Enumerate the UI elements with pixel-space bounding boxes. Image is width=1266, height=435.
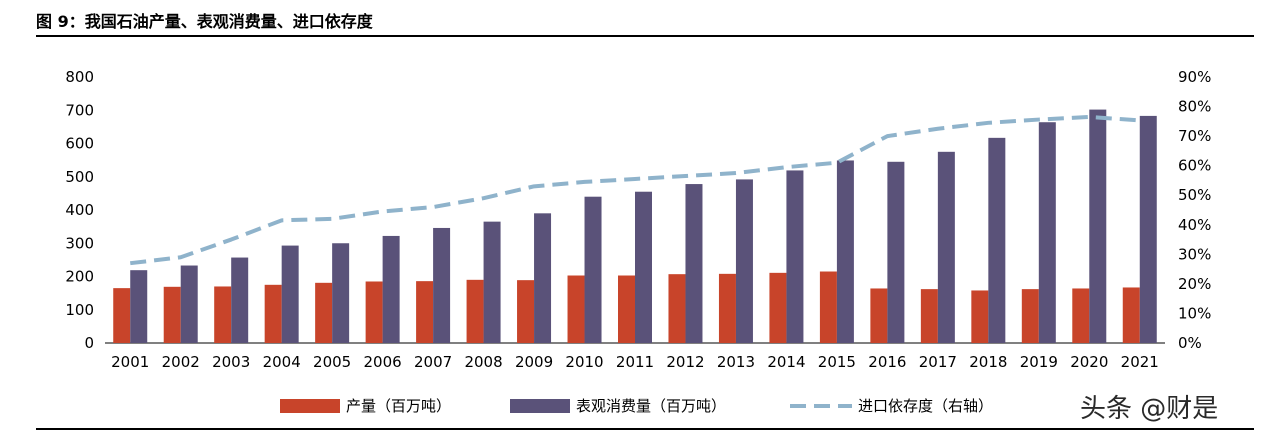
x-tick-label: 2008 xyxy=(464,353,502,371)
x-tick-label: 2009 xyxy=(515,353,553,371)
consumption-bar xyxy=(635,191,652,343)
x-tick-label: 2011 xyxy=(616,353,654,371)
legend-label-consumption: 表观消费量（百万吨） xyxy=(576,397,726,415)
x-tick-label: 2005 xyxy=(313,353,351,371)
x-tick-label: 2007 xyxy=(414,353,452,371)
consumption-bar xyxy=(735,179,753,343)
consumption-bar xyxy=(332,243,350,343)
right-axis: 0% 10% 20% 30% 40% 50% 60% 70% 80% 90% xyxy=(1178,68,1211,352)
consumption-bar xyxy=(836,160,854,343)
consumption-bar xyxy=(281,245,299,343)
consumption-bar xyxy=(1038,122,1056,343)
right-tick-label: 0% xyxy=(1178,334,1202,352)
right-tick-label: 80% xyxy=(1178,98,1211,116)
production-bar xyxy=(567,275,585,343)
production-bar xyxy=(920,289,938,343)
left-tick-label: 100 xyxy=(65,301,94,319)
right-tick-label: 70% xyxy=(1178,127,1211,145)
production-bar xyxy=(264,284,282,343)
legend: 产量（百万吨） 表观消费量（百万吨） 进口依存度（右轴） xyxy=(280,397,993,415)
consumption-bar xyxy=(988,137,1006,343)
consumption-bar xyxy=(1089,109,1107,344)
consumption-bar xyxy=(786,170,804,343)
legend-swatch-production xyxy=(280,399,340,413)
x-tick-label: 2004 xyxy=(263,353,301,371)
production-bar xyxy=(971,290,989,343)
right-tick-label: 60% xyxy=(1178,157,1211,175)
left-axis: 0 100 200 300 400 500 600 700 800 xyxy=(65,68,94,352)
consumption-bar xyxy=(937,151,955,343)
left-tick-label: 0 xyxy=(84,334,94,352)
production-bar xyxy=(718,273,736,343)
consumption-bar xyxy=(433,227,451,343)
x-tick-label: 2020 xyxy=(1070,353,1108,371)
production-bar xyxy=(1021,289,1039,343)
right-tick-label: 10% xyxy=(1178,304,1211,322)
production-bar xyxy=(315,282,333,343)
x-tick-label: 2013 xyxy=(717,353,755,371)
production-bar xyxy=(466,279,484,343)
consumption-bar xyxy=(887,161,905,343)
production-bar xyxy=(163,286,181,343)
consumption-bar xyxy=(483,221,501,343)
x-tick-label: 2002 xyxy=(162,353,200,371)
x-tick-label: 2003 xyxy=(212,353,250,371)
left-tick-label: 500 xyxy=(65,168,94,186)
x-tick-label: 2010 xyxy=(565,353,603,371)
watermark: 头条 @财是 xyxy=(1080,394,1219,424)
production-bar xyxy=(214,286,232,343)
left-tick-label: 600 xyxy=(65,135,94,153)
production-bar xyxy=(1122,287,1140,343)
bars xyxy=(113,109,1157,344)
x-tick-label: 2021 xyxy=(1121,353,1159,371)
consumption-bar xyxy=(534,213,552,343)
figure-title: 图 9：我国石油产量、表观消费量、进口依存度 xyxy=(36,12,373,31)
left-tick-label: 200 xyxy=(65,268,94,286)
title-rule xyxy=(36,35,1254,37)
consumption-bar xyxy=(1139,115,1157,343)
x-tick-label: 2014 xyxy=(767,353,805,371)
bottom-rule xyxy=(36,428,1254,430)
left-tick-label: 800 xyxy=(65,68,94,86)
consumption-bar xyxy=(382,235,400,343)
production-bar xyxy=(416,281,434,343)
right-tick-label: 40% xyxy=(1178,216,1211,234)
left-tick-label: 400 xyxy=(65,201,94,219)
x-tick-label: 2001 xyxy=(111,353,149,371)
x-tick-label: 2016 xyxy=(868,353,906,371)
production-bar xyxy=(668,274,686,343)
production-bar xyxy=(618,275,635,343)
right-tick-label: 30% xyxy=(1178,245,1211,263)
production-bar xyxy=(517,280,535,343)
production-bar xyxy=(819,271,837,343)
consumption-bar xyxy=(130,270,148,343)
right-tick-label: 90% xyxy=(1178,68,1211,86)
left-tick-label: 300 xyxy=(65,234,94,252)
dependency-line-path xyxy=(130,114,1140,266)
x-axis: 2001 2002 2003 2004 2005 2006 2007 2008 2009 2010… xyxy=(105,342,1165,371)
legend-swatch-consumption xyxy=(510,399,570,413)
right-tick-label: 20% xyxy=(1178,275,1211,293)
consumption-bar xyxy=(180,265,198,343)
x-tick-label: 2012 xyxy=(666,353,704,371)
x-tick-label: 2006 xyxy=(364,353,402,371)
production-bar xyxy=(113,288,131,343)
consumption-bar xyxy=(231,257,249,343)
left-tick-label: 700 xyxy=(65,101,94,119)
production-bar xyxy=(870,288,888,343)
production-bar xyxy=(769,272,787,343)
legend-label-production: 产量（百万吨） xyxy=(346,397,451,415)
x-tick-label: 2018 xyxy=(969,353,1007,371)
dependency-line xyxy=(130,114,1140,266)
legend-label-dependency: 进口依存度（右轴） xyxy=(858,397,993,415)
x-tick-label: 2015 xyxy=(818,353,856,371)
production-bar xyxy=(1072,288,1090,343)
consumption-bar xyxy=(685,184,703,343)
production-bar xyxy=(365,281,383,343)
consumption-bar xyxy=(584,196,602,343)
right-tick-label: 50% xyxy=(1178,186,1211,204)
x-tick-label: 2017 xyxy=(919,353,957,371)
x-tick-label: 2019 xyxy=(1020,353,1058,371)
